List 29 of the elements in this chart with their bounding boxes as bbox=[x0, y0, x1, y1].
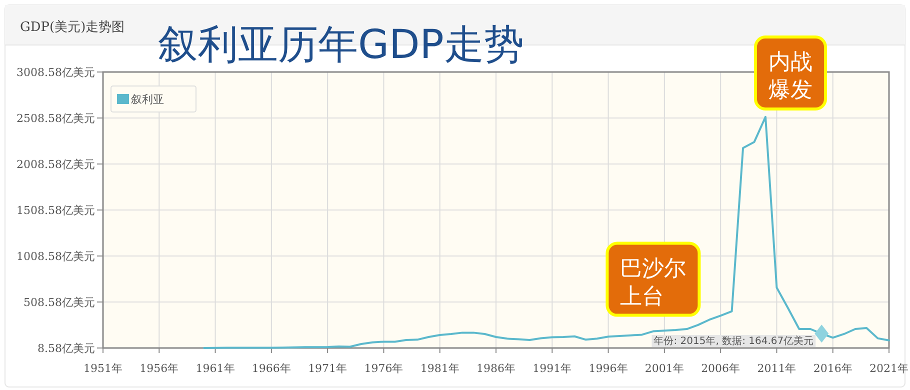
y-tick-label: 2008.58亿美元 bbox=[16, 158, 95, 171]
y-tick-label: 3008.58亿美元 bbox=[16, 66, 95, 79]
x-tick-label: 1966年 bbox=[252, 362, 291, 375]
x-tick-label: 2021年 bbox=[870, 362, 908, 375]
x-tick-label: 1961年 bbox=[196, 362, 235, 375]
x-tick-label: 2011年 bbox=[757, 362, 796, 375]
y-tick-label: 1508.58亿美元 bbox=[16, 204, 95, 217]
x-tick-label: 1986年 bbox=[476, 362, 516, 375]
x-tick-label: 1976年 bbox=[364, 362, 404, 375]
x-tick-label: 1996年 bbox=[588, 362, 628, 375]
x-tick-label: 1956年 bbox=[140, 362, 179, 375]
annotation: 年份: 2015年, 数据: 164.67亿美元 bbox=[654, 335, 814, 347]
x-tick-label: 1951年 bbox=[84, 362, 122, 375]
x-tick-label: 2006年 bbox=[701, 362, 740, 375]
x-tick-label: 2001年 bbox=[644, 362, 684, 375]
y-tick-label: 508.58亿美元 bbox=[24, 296, 95, 309]
x-tick-label: 1971年 bbox=[308, 362, 348, 375]
chart-subtitle: GDP(美元)走势图 bbox=[20, 19, 125, 35]
y-tick-label: 2508.58亿美元 bbox=[16, 112, 95, 125]
y-tick-label: 1008.58亿美元 bbox=[16, 250, 95, 263]
x-tick-label: 1981年 bbox=[420, 362, 460, 375]
line-series bbox=[203, 116, 890, 349]
annotation: 内战爆发 bbox=[768, 50, 812, 103]
chart-title: 叙利亚历年GDP走势 bbox=[158, 22, 524, 68]
x-tick-label: 2016年 bbox=[813, 362, 852, 375]
annotation: 巴沙尔上台 bbox=[620, 256, 686, 310]
legend-label: 叙利亚 bbox=[131, 93, 164, 106]
x-tick-label: 1991年 bbox=[532, 362, 572, 375]
y-tick-label: 8.58亿美元 bbox=[38, 342, 95, 355]
